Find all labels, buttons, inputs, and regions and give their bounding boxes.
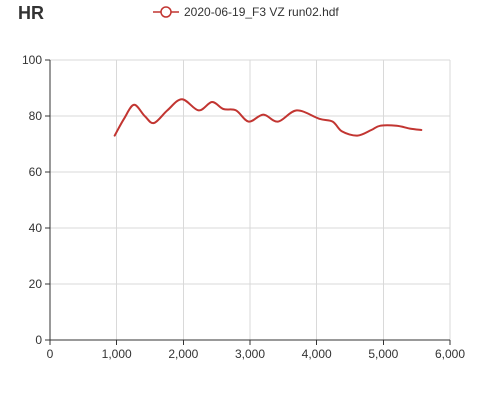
x-tick-label: 6,000 xyxy=(435,347,465,361)
series-layer xyxy=(113,98,423,137)
y-tick-label: 20 xyxy=(29,277,43,291)
legend-circle-icon xyxy=(160,6,172,18)
chart-title: HR xyxy=(18,3,44,23)
tick-labels: 0 1,000 2,000 3,000 4,000 5,000 6,000 0 20 40 60 80… xyxy=(22,53,465,361)
y-tick-label: 40 xyxy=(29,221,43,235)
y-tick-label: 80 xyxy=(29,109,43,123)
y-tick-label: 60 xyxy=(29,165,43,179)
axes xyxy=(45,59,451,345)
series-line xyxy=(113,98,423,137)
x-tick-label: 5,000 xyxy=(368,347,398,361)
legend[interactable]: 2020-06-19_F3 VZ run02.hdf xyxy=(153,5,339,19)
x-tick-label: 1,000 xyxy=(102,347,132,361)
x-tick-label: 3,000 xyxy=(235,347,265,361)
x-tick-label: 2,000 xyxy=(168,347,198,361)
legend-label: 2020-06-19_F3 VZ run02.hdf xyxy=(184,5,339,19)
grid xyxy=(50,59,451,340)
x-tick-label: 0 xyxy=(47,347,54,361)
y-tick-label: 0 xyxy=(35,333,42,347)
x-tick-label: 4,000 xyxy=(302,347,332,361)
y-tick-label: 100 xyxy=(22,53,42,67)
